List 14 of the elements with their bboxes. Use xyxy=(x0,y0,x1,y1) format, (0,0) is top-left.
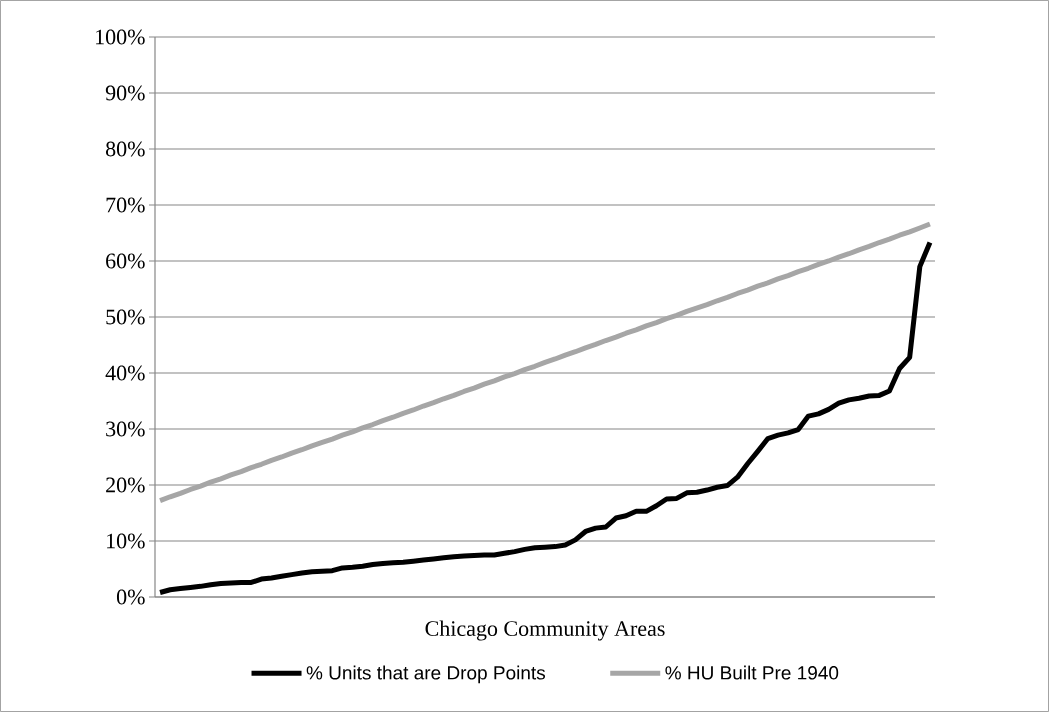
x-axis-title: Chicago Community Areas xyxy=(425,620,665,641)
y-tick-label: 90% xyxy=(105,85,145,101)
y-tick-label: 40% xyxy=(105,365,145,381)
legend-label: % HU Built Pre 1940 xyxy=(665,665,839,680)
y-tick-label: 0% xyxy=(116,589,145,605)
y-tick-label: 30% xyxy=(106,421,145,437)
legend-label: % Units that are Drop Points xyxy=(306,665,546,684)
y-tick-label: 50% xyxy=(106,309,145,325)
y-tick-label: 80% xyxy=(105,141,145,157)
y-tick-label: 60% xyxy=(106,253,145,269)
y-tick-label: 10% xyxy=(107,533,145,549)
y-tick-label: 20% xyxy=(106,477,145,493)
y-tick-label: 100% xyxy=(96,29,145,45)
y-tick-label: 70% xyxy=(106,197,145,213)
